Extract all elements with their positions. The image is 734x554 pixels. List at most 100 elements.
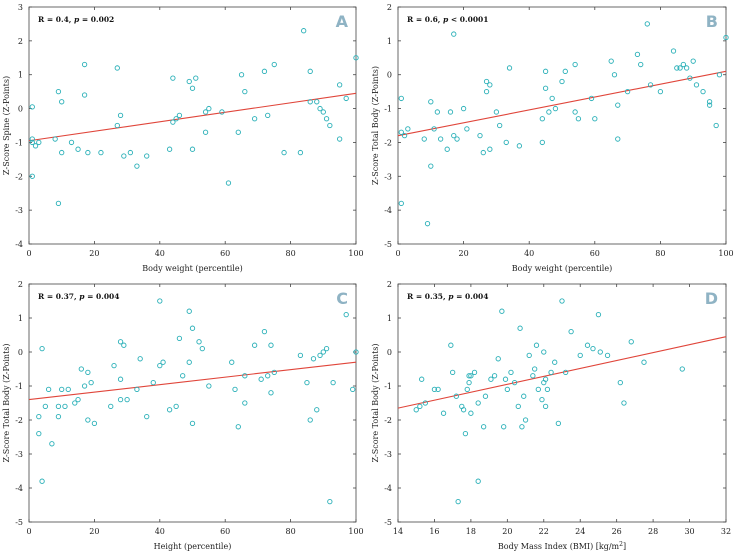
data-point	[59, 149, 65, 156]
stat-annotation: R = 0.6, p < 0.0001	[407, 15, 488, 24]
data-point	[261, 68, 268, 74]
data-point	[36, 139, 42, 146]
data-point	[497, 122, 503, 129]
data-point	[68, 139, 75, 146]
data-point	[189, 146, 196, 152]
data-point	[78, 366, 84, 372]
y-tick-label: 2	[18, 37, 23, 46]
x-tick-label: 20	[89, 527, 99, 536]
data-point	[127, 149, 134, 156]
y-tick-label: 3	[18, 3, 23, 12]
data-point	[590, 345, 596, 352]
y-axis-title: Z-Score Total Body (Z-Points)	[2, 343, 11, 462]
data-point	[398, 129, 404, 135]
data-point	[542, 376, 549, 382]
data-point	[628, 339, 634, 345]
stat-r: R = 0.4,	[38, 15, 74, 24]
data-point	[199, 345, 205, 352]
data-point	[453, 393, 459, 399]
data-point	[225, 180, 232, 186]
x-tick-label: 60	[590, 249, 600, 258]
data-point	[114, 122, 120, 129]
data-point	[617, 379, 623, 386]
data-point	[693, 82, 700, 88]
data-point	[592, 116, 598, 122]
data-point	[157, 298, 163, 304]
data-point	[464, 126, 470, 132]
y-tick-label: -1	[384, 382, 392, 391]
x-tick-label: 80	[286, 527, 296, 536]
x-axis-title: Body Mass Index (BMI) [kg/m2]	[498, 541, 626, 551]
data-point	[353, 55, 359, 61]
data-point	[36, 430, 42, 437]
data-point	[251, 342, 258, 348]
y-tick-label: -2	[384, 416, 392, 425]
data-point	[238, 72, 245, 78]
data-point	[493, 109, 500, 115]
data-point	[468, 373, 474, 379]
data-point	[180, 373, 186, 379]
data-point	[621, 400, 627, 406]
data-point	[401, 133, 408, 139]
data-point	[431, 126, 437, 132]
data-point	[506, 65, 513, 71]
data-point	[597, 349, 603, 355]
data-point	[327, 498, 333, 505]
data-point	[454, 136, 460, 142]
data-point	[202, 109, 209, 115]
data-point	[29, 173, 35, 179]
data-point	[229, 359, 235, 365]
data-point	[271, 61, 277, 68]
stat-r: R = 0.37,	[38, 292, 79, 301]
data-point	[677, 65, 683, 71]
data-point	[85, 149, 91, 156]
data-point	[508, 369, 514, 376]
data-point	[36, 413, 42, 420]
data-point	[549, 95, 555, 102]
y-tick-label: 1	[387, 37, 392, 46]
data-point	[121, 342, 127, 348]
data-point	[526, 352, 532, 359]
data-point	[55, 413, 62, 420]
data-point	[674, 65, 680, 71]
data-point	[559, 298, 565, 304]
data-point	[460, 105, 467, 112]
plot-frame	[28, 283, 357, 523]
data-point	[157, 362, 163, 369]
data-point	[268, 390, 274, 396]
data-point	[568, 328, 574, 335]
data-point	[502, 376, 509, 382]
data-point	[265, 112, 271, 118]
data-point	[542, 85, 549, 91]
data-point	[562, 369, 569, 376]
data-point	[460, 407, 467, 413]
data-point	[517, 325, 523, 331]
data-point	[450, 369, 456, 376]
x-tick-label: 20	[459, 249, 469, 258]
y-tick-label: 2	[387, 3, 392, 12]
data-point	[242, 88, 248, 95]
data-point	[519, 424, 525, 430]
data-point	[232, 386, 238, 393]
regression-line	[28, 361, 357, 401]
data-point	[679, 366, 685, 372]
data-point	[196, 339, 202, 345]
data-point	[144, 413, 150, 420]
data-point	[466, 373, 472, 379]
data-point	[482, 393, 489, 399]
data-point	[604, 352, 611, 359]
data-point	[166, 407, 173, 413]
data-point	[301, 28, 307, 34]
data-point	[121, 153, 127, 159]
data-point	[700, 88, 706, 95]
plot-frame	[397, 283, 727, 523]
y-tick-label: -5	[384, 240, 392, 249]
data-point	[687, 75, 693, 81]
data-point	[98, 149, 104, 156]
data-point	[49, 441, 55, 447]
data-point	[680, 61, 687, 68]
x-tick-label: 26	[612, 527, 622, 536]
